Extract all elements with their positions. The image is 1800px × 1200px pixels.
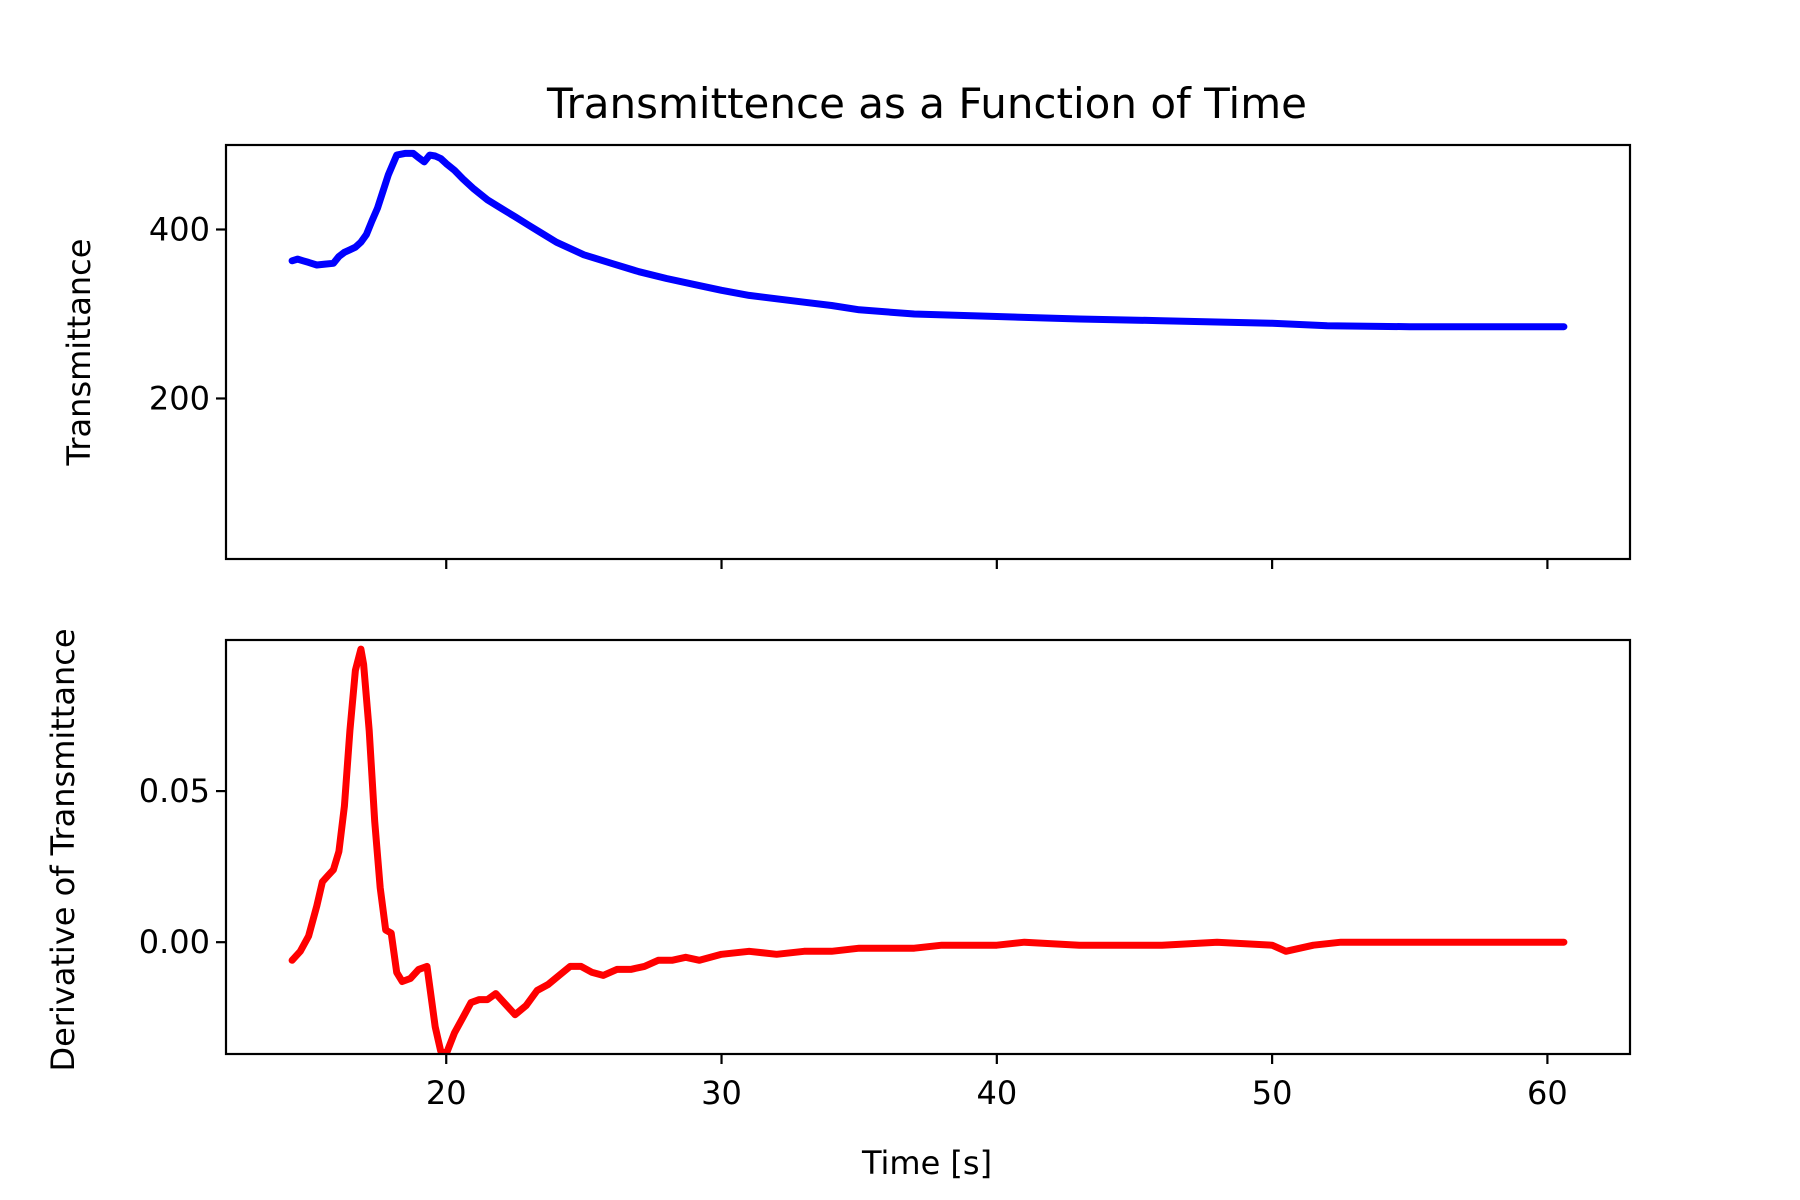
bottom-y-tick-label: 0.00 [139,923,210,961]
bottom-series-line-0 [288,645,1568,1054]
bottom-x-tick-label: 40 [976,1074,1017,1112]
top-y-ticks: 200 400 [149,210,226,417]
top-y-tick-label: 400 [149,210,210,248]
top-y-axis-label: Transmittance [60,239,98,467]
bottom-y-axis-label: Derivative of Transmittance [44,628,82,1071]
bottom-axes: 20 30 40 50 60 0.00 0.05 Derivative of Transm… [44,628,1632,1182]
top-x-ticks [445,559,1549,569]
top-series-line-0 [288,149,1568,331]
bottom-x-tick-label: 20 [426,1074,467,1112]
bottom-x-tick-label: 50 [1252,1074,1293,1112]
bottom-x-tick-label: 30 [701,1074,742,1112]
bottom-x-tick-label: 60 [1527,1074,1568,1112]
figure-title: Transmittence as a Function of Time [546,79,1307,128]
top-axes: 200 400 Transmittance [60,143,1632,569]
bottom-axes-frame [224,638,1632,1056]
top-series-layer [288,149,1568,331]
top-y-tick-label: 200 [149,379,210,417]
x-axis-label: Time [s] [861,1144,992,1182]
bottom-series-layer [288,645,1568,1054]
bottom-y-tick-label: 0.05 [139,772,210,810]
top-axes-frame [224,143,1632,561]
bottom-y-ticks: 0.00 0.05 [139,772,226,961]
bottom-x-ticks: 20 30 40 50 60 [426,1054,1568,1112]
